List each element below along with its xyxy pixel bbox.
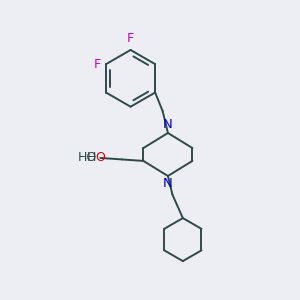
Text: F: F [127, 32, 134, 45]
Text: H: H [87, 152, 96, 164]
Text: N: N [163, 118, 173, 131]
Text: F: F [94, 58, 100, 70]
Text: N: N [163, 178, 173, 190]
Text: HO: HO [78, 152, 97, 164]
Text: O: O [95, 152, 105, 164]
